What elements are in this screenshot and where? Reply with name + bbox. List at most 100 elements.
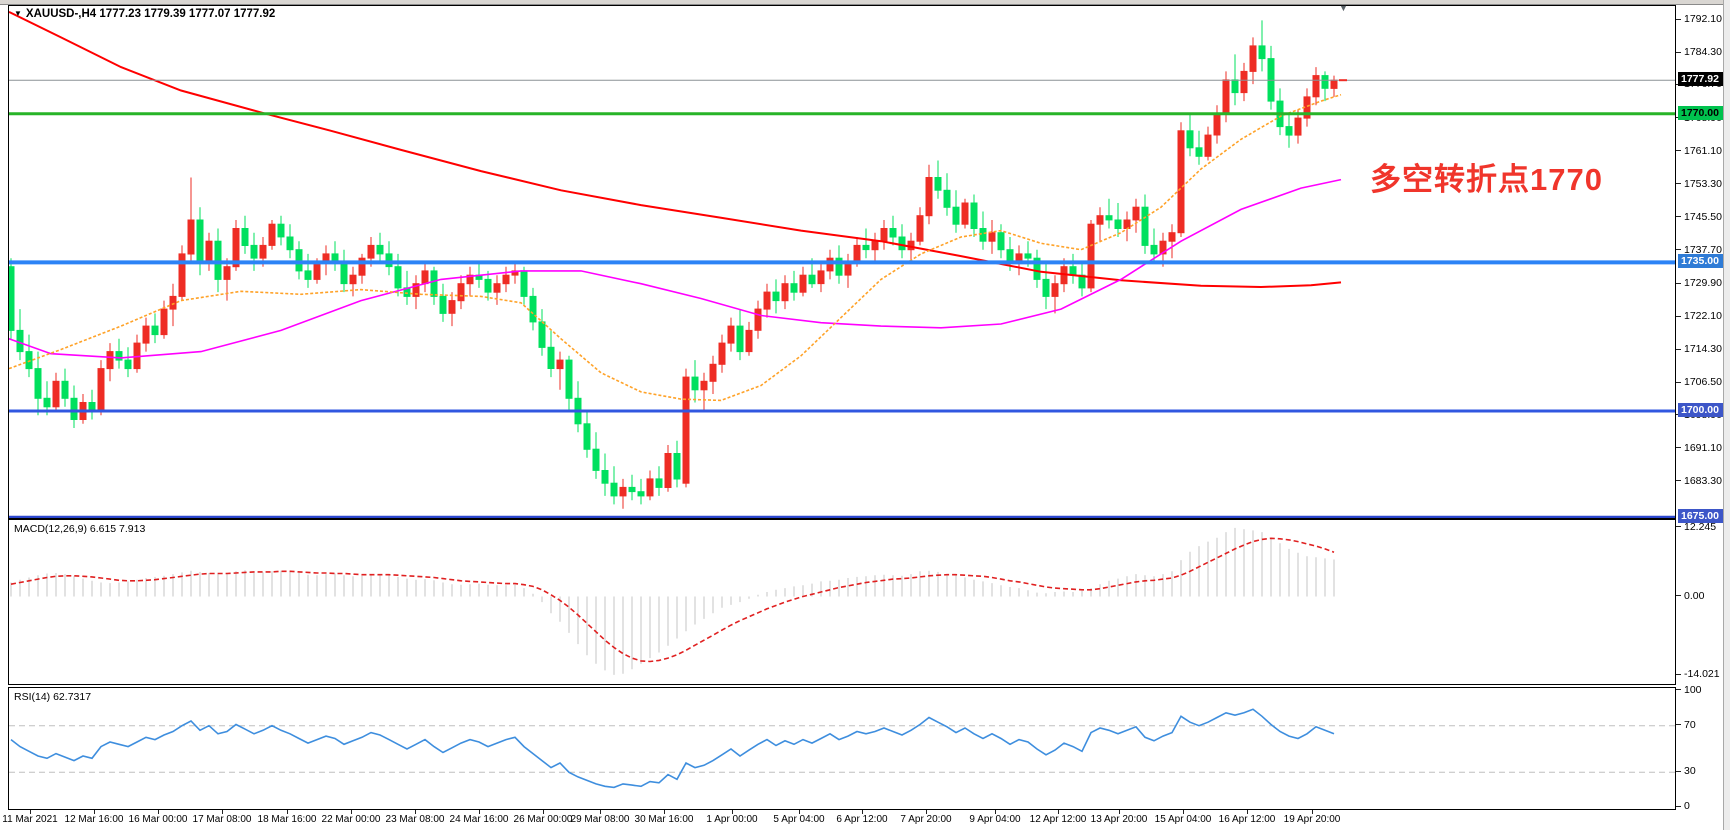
macd-axis-label: 0.00: [1684, 589, 1705, 602]
price-axis-label: 1706.50: [1684, 376, 1722, 389]
time-axis-label[interactable]: 19 Apr 20:00: [1283, 814, 1341, 825]
rsi-axis-tick: [1676, 689, 1681, 691]
time-axis-tick: [664, 810, 665, 814]
time-axis-tick: [1312, 810, 1313, 814]
price-badge: 1735.00: [1678, 254, 1727, 269]
macd-axis-tick: [1676, 526, 1681, 528]
time-axis-label[interactable]: 16 Mar 00:00: [128, 814, 188, 825]
time-axis-tick: [799, 810, 800, 814]
time-axis-tick: [1183, 810, 1184, 814]
time-axis-label[interactable]: 23 Mar 08:00: [385, 814, 445, 825]
time-axis-label[interactable]: 17 Mar 08:00: [192, 814, 252, 825]
price-badge: 1770.00: [1678, 105, 1727, 120]
macd-axis-label: -14.021: [1684, 668, 1720, 681]
price-axis-tick: [1676, 216, 1681, 218]
time-axis-label[interactable]: 11 Mar 2021: [2, 814, 58, 825]
price-axis-label: 1683.30: [1684, 474, 1722, 487]
price-axis-label: 1691.10: [1684, 441, 1722, 454]
time-axis-label[interactable]: 12 Mar 16:00: [64, 814, 124, 825]
time-axis-label[interactable]: 5 Apr 04:00: [773, 814, 825, 825]
price-axis-label: 1729.90: [1684, 277, 1722, 290]
time-axis-tick: [94, 810, 95, 814]
price-axis-tick: [1676, 183, 1681, 185]
rsi-axis-label: 70: [1684, 718, 1696, 731]
price-axis-label: 1761.10: [1684, 144, 1722, 157]
time-axis-label[interactable]: 30 Mar 16:00: [634, 814, 694, 825]
time-axis-label[interactable]: 7 Apr 20:00: [900, 814, 952, 825]
price-axis-tick: [1676, 447, 1681, 449]
rsi-axis-tick: [1676, 805, 1681, 807]
price-axis-label: 1784.30: [1684, 46, 1722, 59]
annotation-text: 多空转折点1770: [1370, 162, 1603, 197]
time-axis-label[interactable]: 1 Apr 00:00: [706, 814, 758, 825]
time-axis-tick: [600, 810, 601, 814]
time-axis-label[interactable]: 15 Apr 04:00: [1154, 814, 1212, 825]
price-axis-tick: [1676, 381, 1681, 383]
price-axis-label: 1753.30: [1684, 177, 1722, 190]
price-axis-label: 1722.10: [1684, 310, 1722, 323]
price-axis-label: 1745.50: [1684, 210, 1722, 223]
time-axis-tick: [995, 810, 996, 814]
rsi-indicator-panel[interactable]: RSI(14) 62.7317: [8, 687, 1676, 810]
time-axis-label[interactable]: 18 Mar 16:00: [257, 814, 317, 825]
time-axis-tick: [1247, 810, 1248, 814]
macd-axis-tick: [1676, 673, 1681, 675]
time-axis-tick: [543, 810, 544, 814]
window-top-edge: [0, 0, 1730, 5]
price-axis-label: 1792.10: [1684, 13, 1722, 25]
time-axis-tick: [1119, 810, 1120, 814]
time-axis-label[interactable]: 6 Apr 12:00: [836, 814, 888, 825]
price-axis-label: 1714.30: [1684, 343, 1722, 356]
time-axis-label[interactable]: 9 Apr 04:00: [969, 814, 1021, 825]
macd-axis-label: 12.245: [1684, 520, 1717, 533]
chart-dropdown-icon[interactable]: ▼: [14, 9, 22, 18]
time-axis-tick: [732, 810, 733, 814]
time-axis-label[interactable]: 13 Apr 20:00: [1090, 814, 1148, 825]
rsi-label: RSI(14) 62.7317: [14, 691, 92, 703]
scroll-position-icon[interactable]: ▼: [1339, 3, 1348, 13]
time-axis-tick: [351, 810, 352, 814]
price-badge: 1777.92: [1678, 72, 1727, 87]
macd-label: MACD(12,26,9) 6.615 7.913: [14, 523, 146, 535]
rsi-chart[interactable]: [9, 688, 1675, 809]
rsi-axis-label: 0: [1684, 800, 1690, 813]
price-axis-tick: [1676, 18, 1681, 20]
time-axis-tick: [158, 810, 159, 814]
time-axis-tick: [287, 810, 288, 814]
rsi-axis-tick: [1676, 724, 1681, 726]
price-axis-tick: [1676, 150, 1681, 152]
price-axis-tick: [1676, 282, 1681, 284]
time-axis-label[interactable]: 12 Apr 12:00: [1029, 814, 1087, 825]
rsi-axis-label: 100: [1684, 683, 1702, 696]
price-axis-tick: [1676, 480, 1681, 482]
time-axis-label[interactable]: 22 Mar 00:00: [321, 814, 381, 825]
rsi-axis-label: 30: [1684, 765, 1696, 778]
time-axis-label[interactable]: 26 Mar 00:00: [513, 814, 573, 825]
time-axis-tick: [30, 810, 31, 814]
time-axis-tick: [862, 810, 863, 814]
time-axis-label[interactable]: 24 Mar 16:00: [449, 814, 509, 825]
price-axis-label: 1737.70: [1684, 243, 1722, 256]
time-axis-tick: [415, 810, 416, 814]
symbol-ohlc-title: XAUUSD-,H4 1777.23 1779.39 1777.07 1777.…: [25, 8, 276, 20]
time-axis-tick: [926, 810, 927, 814]
price-badge: 1675.00: [1678, 509, 1727, 524]
time-axis-tick: [1058, 810, 1059, 814]
price-axis-tick: [1676, 249, 1681, 251]
window-right-edge[interactable]: [1723, 0, 1730, 830]
price-axis-tick: [1676, 315, 1681, 317]
macd-indicator-panel[interactable]: MACD(12,26,9) 6.615 7.913: [8, 519, 1676, 685]
price-badge: 1700.00: [1678, 403, 1727, 417]
time-axis-tick: [222, 810, 223, 814]
time-axis-label[interactable]: 16 Apr 12:00: [1218, 814, 1276, 825]
candlestick-chart[interactable]: [9, 6, 1675, 518]
chart-title: ▼ XAUUSD-,H4 1777.23 1779.39 1777.07 1777…: [14, 8, 275, 20]
time-axis-tick: [479, 810, 480, 814]
macd-axis-tick: [1676, 595, 1681, 596]
price-axis-tick: [1676, 51, 1681, 53]
time-axis-label[interactable]: 29 Mar 08:00: [570, 814, 630, 825]
price-axis-tick: [1676, 348, 1681, 350]
price-chart-panel[interactable]: ▼ XAUUSD-,H4 1777.23 1779.39 1777.07 1777…: [8, 3, 1676, 519]
macd-chart[interactable]: [9, 520, 1675, 684]
